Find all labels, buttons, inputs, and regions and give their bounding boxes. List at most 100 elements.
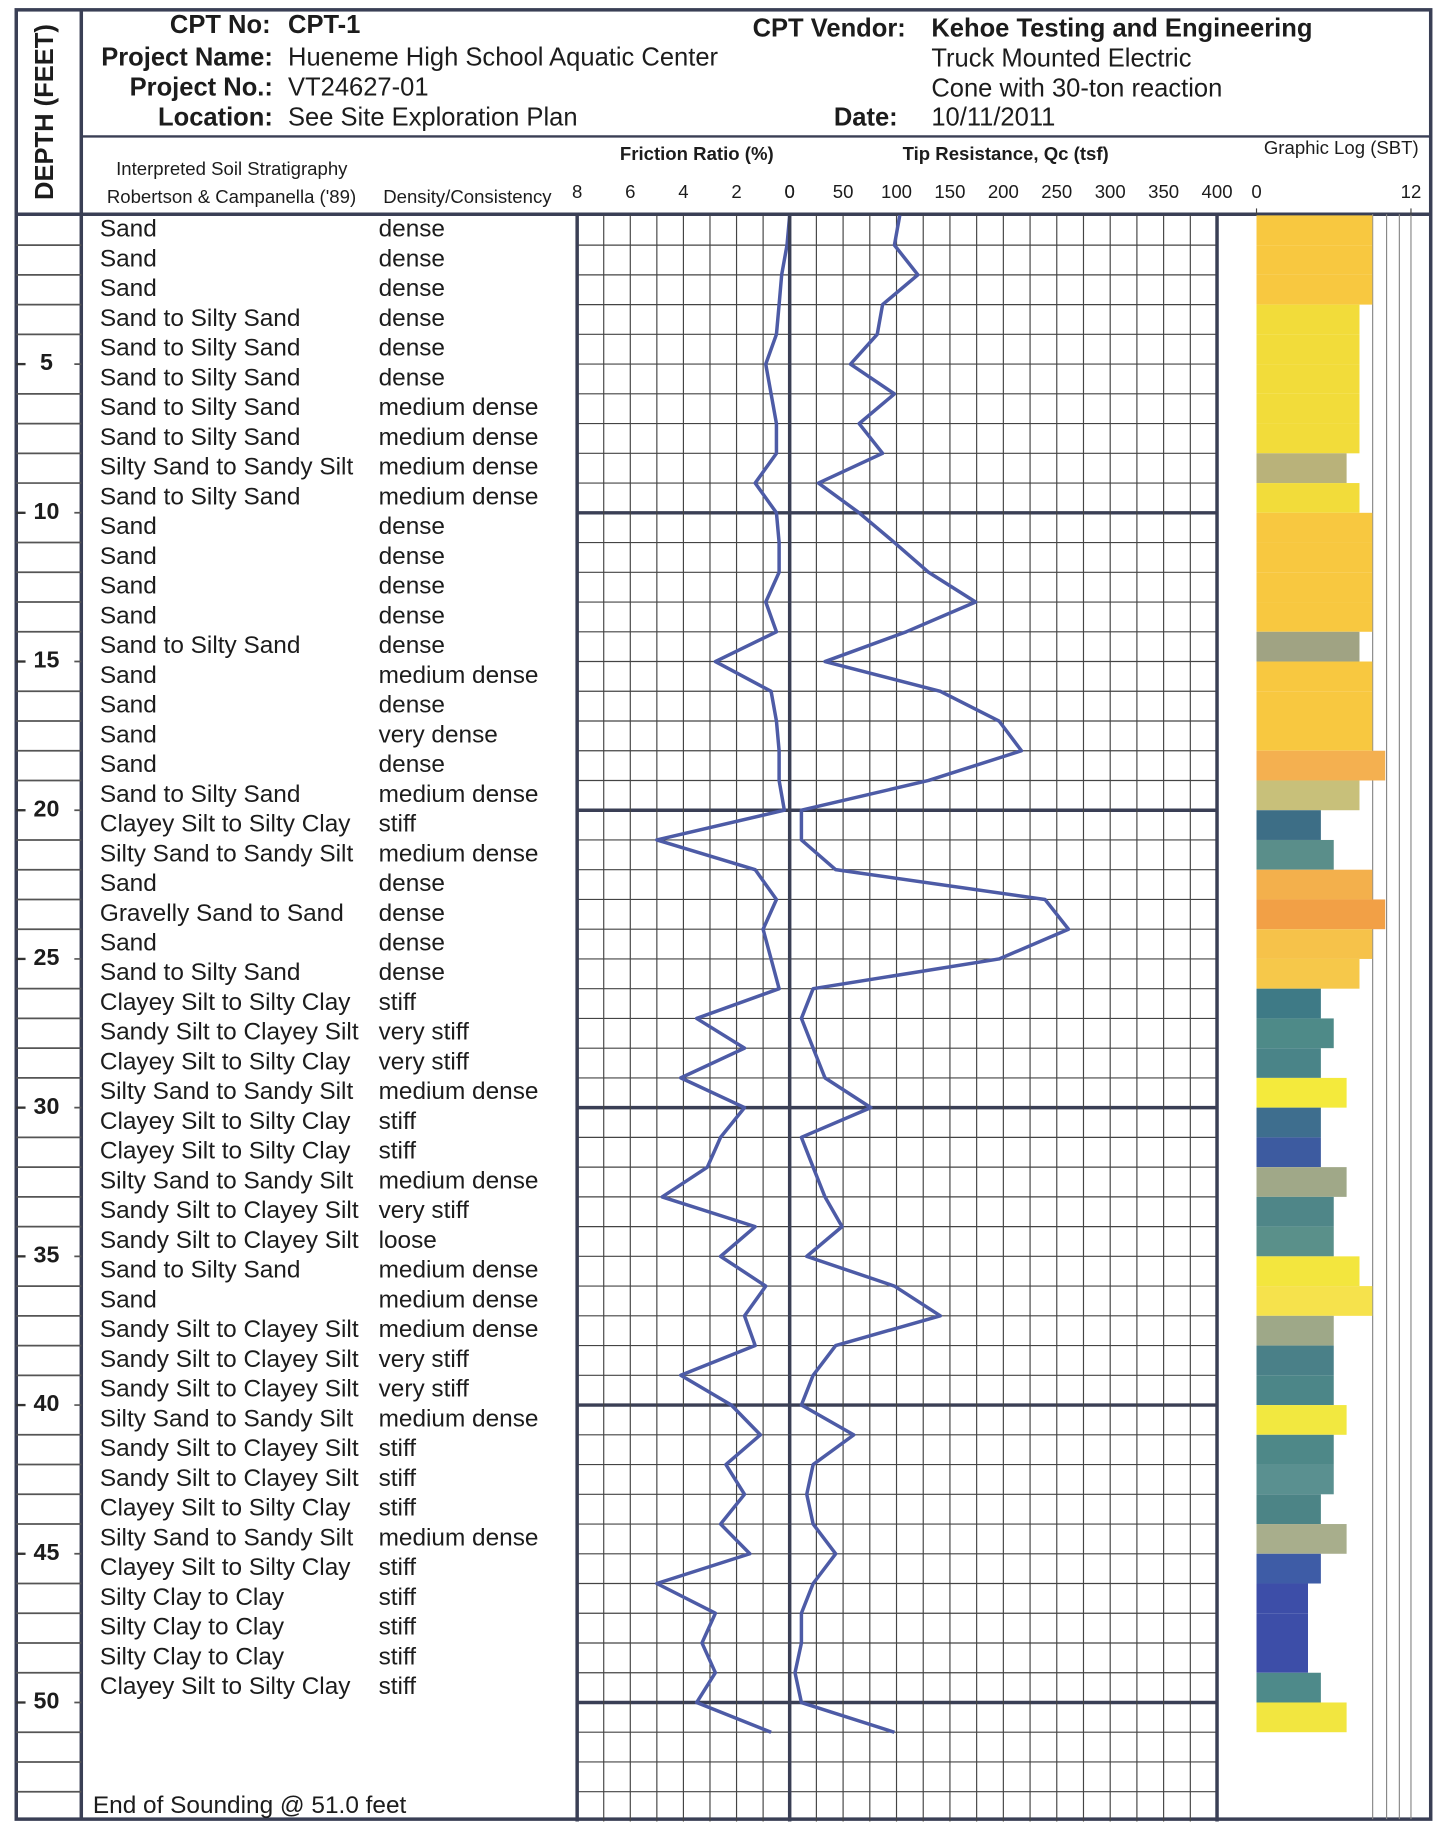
density: stiff <box>379 811 417 838</box>
depth-tick-bg <box>23 1093 75 1122</box>
log-bar <box>1256 1702 1347 1733</box>
x-tick-label: 12 <box>1401 181 1422 202</box>
log-bar <box>1256 721 1373 751</box>
depth-tick-label: 10 <box>34 498 60 524</box>
density: dense <box>379 216 445 243</box>
soil-type: Silty Sand to Sandy Silt <box>100 454 354 481</box>
soil-type: Clayey Silt to Silty Clay <box>100 1554 351 1581</box>
x-tick-label: 400 <box>1202 181 1233 202</box>
log-bar <box>1256 631 1360 662</box>
density: dense <box>379 900 445 927</box>
soil-type: Sandy Silt to Clayey Silt <box>100 1376 359 1403</box>
density: dense <box>379 573 445 600</box>
log-bar <box>1256 572 1373 603</box>
density: dense <box>379 602 445 629</box>
log-bar <box>1256 1137 1321 1168</box>
depth-tick-label: 40 <box>34 1390 60 1416</box>
density: very stiff <box>379 1197 470 1224</box>
density: dense <box>379 751 445 778</box>
soil-type: Sandy Silt to Clayey Silt <box>100 1346 359 1373</box>
soil-type: Sand <box>100 930 157 957</box>
soil-type: Sand <box>100 245 157 272</box>
density: dense <box>379 870 445 897</box>
log-bar <box>1256 1524 1347 1554</box>
x-tick-label: 350 <box>1148 181 1179 202</box>
density: dense <box>379 692 445 719</box>
density: medium dense <box>379 662 539 689</box>
density: dense <box>379 245 445 272</box>
density: very stiff <box>379 1019 470 1046</box>
density: stiff <box>379 1643 417 1670</box>
equipment-line-2: Cone with 30-ton reaction <box>931 75 1222 103</box>
soil-type: Sandy Silt to Clayey Silt <box>100 1227 359 1254</box>
log-bar <box>1256 1405 1347 1435</box>
soil-type: Sand <box>100 602 157 629</box>
depth-tick-label: 45 <box>34 1539 60 1565</box>
depth-tick-bg <box>23 1242 75 1271</box>
soil-type: Sand <box>100 543 157 570</box>
log-bar <box>1256 750 1386 781</box>
density: dense <box>379 632 445 659</box>
soil-type: Silty Clay to Clay <box>100 1614 285 1641</box>
soil-type: Sand to Silty Sand <box>100 781 301 808</box>
density: stiff <box>379 1138 417 1165</box>
soil-type: Sandy Silt to Clayey Silt <box>100 1435 359 1462</box>
density: very stiff <box>379 1376 470 1403</box>
tip-title: Tip Resistance, Qc (tsf) <box>903 143 1109 164</box>
density: dense <box>379 513 445 540</box>
depth-tick-bg <box>23 647 75 676</box>
soil-type: Sand <box>100 573 157 600</box>
density: medium dense <box>379 1078 539 1105</box>
depth-tick-bg <box>23 1391 75 1419</box>
friction-title: Friction Ratio (%) <box>620 143 774 164</box>
soil-type: Sand to Silty Sand <box>100 305 301 332</box>
log-bar <box>1256 780 1360 811</box>
density: stiff <box>379 1614 417 1641</box>
log-bar <box>1256 1167 1347 1197</box>
data-line <box>793 215 1071 1734</box>
density: medium dense <box>379 1286 539 1313</box>
log-bar <box>1256 1226 1334 1257</box>
density: stiff <box>379 1584 417 1611</box>
log-bar <box>1256 1434 1334 1465</box>
x-tick-label: 0 <box>1251 181 1261 202</box>
density: stiff <box>379 1554 417 1581</box>
log-bar <box>1256 512 1373 543</box>
soil-type: Sand <box>100 275 157 302</box>
soil-type: Clayey Silt to Silty Clay <box>100 1048 351 1075</box>
density: medium dense <box>379 424 539 451</box>
soil-type: Silty Clay to Clay <box>100 1643 285 1670</box>
frame <box>14 8 1433 1821</box>
density: dense <box>379 305 445 332</box>
log-bar <box>1256 602 1373 632</box>
x-tick-label: 0 <box>785 181 795 202</box>
soil-type: Silty Sand to Sandy Silt <box>100 840 354 867</box>
vendor: Kehoe Testing and Engineering <box>931 14 1312 42</box>
density: dense <box>379 959 445 986</box>
stratigraphy-subtitle: Robertson & Campanella ('89) <box>107 186 356 207</box>
density: very stiff <box>379 1048 470 1075</box>
log-bar <box>1256 661 1373 692</box>
soil-type: Sand <box>100 216 157 243</box>
log-bar <box>1256 1672 1321 1703</box>
vendor-label: CPT Vendor: <box>753 14 906 42</box>
x-tick-label: 200 <box>988 181 1019 202</box>
density: stiff <box>379 1673 417 1700</box>
log-bar <box>1256 1196 1334 1227</box>
x-tick-label: 50 <box>833 181 854 202</box>
log-bar <box>1256 1613 1308 1643</box>
log-bar <box>1256 899 1386 930</box>
equipment-line-1: Truck Mounted Electric <box>931 45 1191 73</box>
soil-type: Silty Sand to Sandy Silt <box>100 1405 354 1432</box>
depth-tick-bg <box>23 945 75 973</box>
soil-type: Clayey Silt to Silty Clay <box>100 1673 351 1700</box>
depth-tick-label: 15 <box>34 647 60 673</box>
density: medium dense <box>379 1524 539 1551</box>
density: very stiff <box>379 1346 470 1373</box>
x-tick-label: 100 <box>881 181 912 202</box>
soil-type: Sandy Silt to Clayey Silt <box>100 1316 359 1343</box>
x-tick-label: 150 <box>934 181 965 202</box>
log-bar <box>1256 1583 1308 1614</box>
soil-type: Gravelly Sand to Sand <box>100 900 344 927</box>
